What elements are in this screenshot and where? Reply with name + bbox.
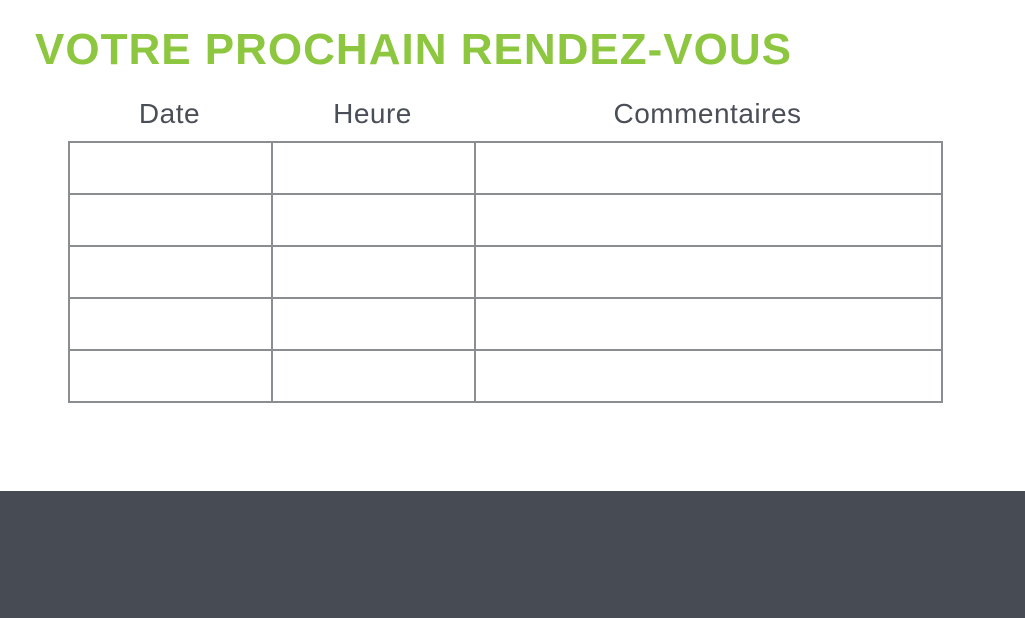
table-cell: [474, 193, 943, 247]
table-row: [68, 245, 943, 299]
table-cell: [271, 193, 476, 247]
table-cell: [68, 245, 273, 299]
table-cell: [474, 349, 943, 403]
table-cell: [271, 349, 476, 403]
table-cell: [271, 245, 476, 299]
table-cell: [68, 141, 273, 195]
table-cell: [271, 141, 476, 195]
table-cell: [68, 297, 273, 351]
table-cell: [68, 349, 273, 403]
table-row: [68, 349, 943, 403]
page-title: VOTRE PROCHAIN RENDEZ-VOUS: [35, 25, 792, 74]
column-header-date: Date: [138, 98, 201, 129]
table-cell: [68, 193, 273, 247]
table-cell: [474, 245, 943, 299]
appointment-table: Date Heure Commentaires: [68, 98, 943, 403]
table-cell: [474, 141, 943, 195]
table-cell: [271, 297, 476, 351]
table-row: [68, 297, 943, 351]
column-header-heure: Heure: [333, 98, 412, 129]
table-cell: [474, 297, 943, 351]
column-header-commentaires: Commentaires: [613, 98, 802, 129]
appointment-grid: [68, 141, 943, 403]
footer-band: [0, 491, 1025, 618]
table-header-row: Date Heure Commentaires: [68, 98, 941, 130]
table-row: [68, 193, 943, 247]
table-row: [68, 141, 943, 195]
